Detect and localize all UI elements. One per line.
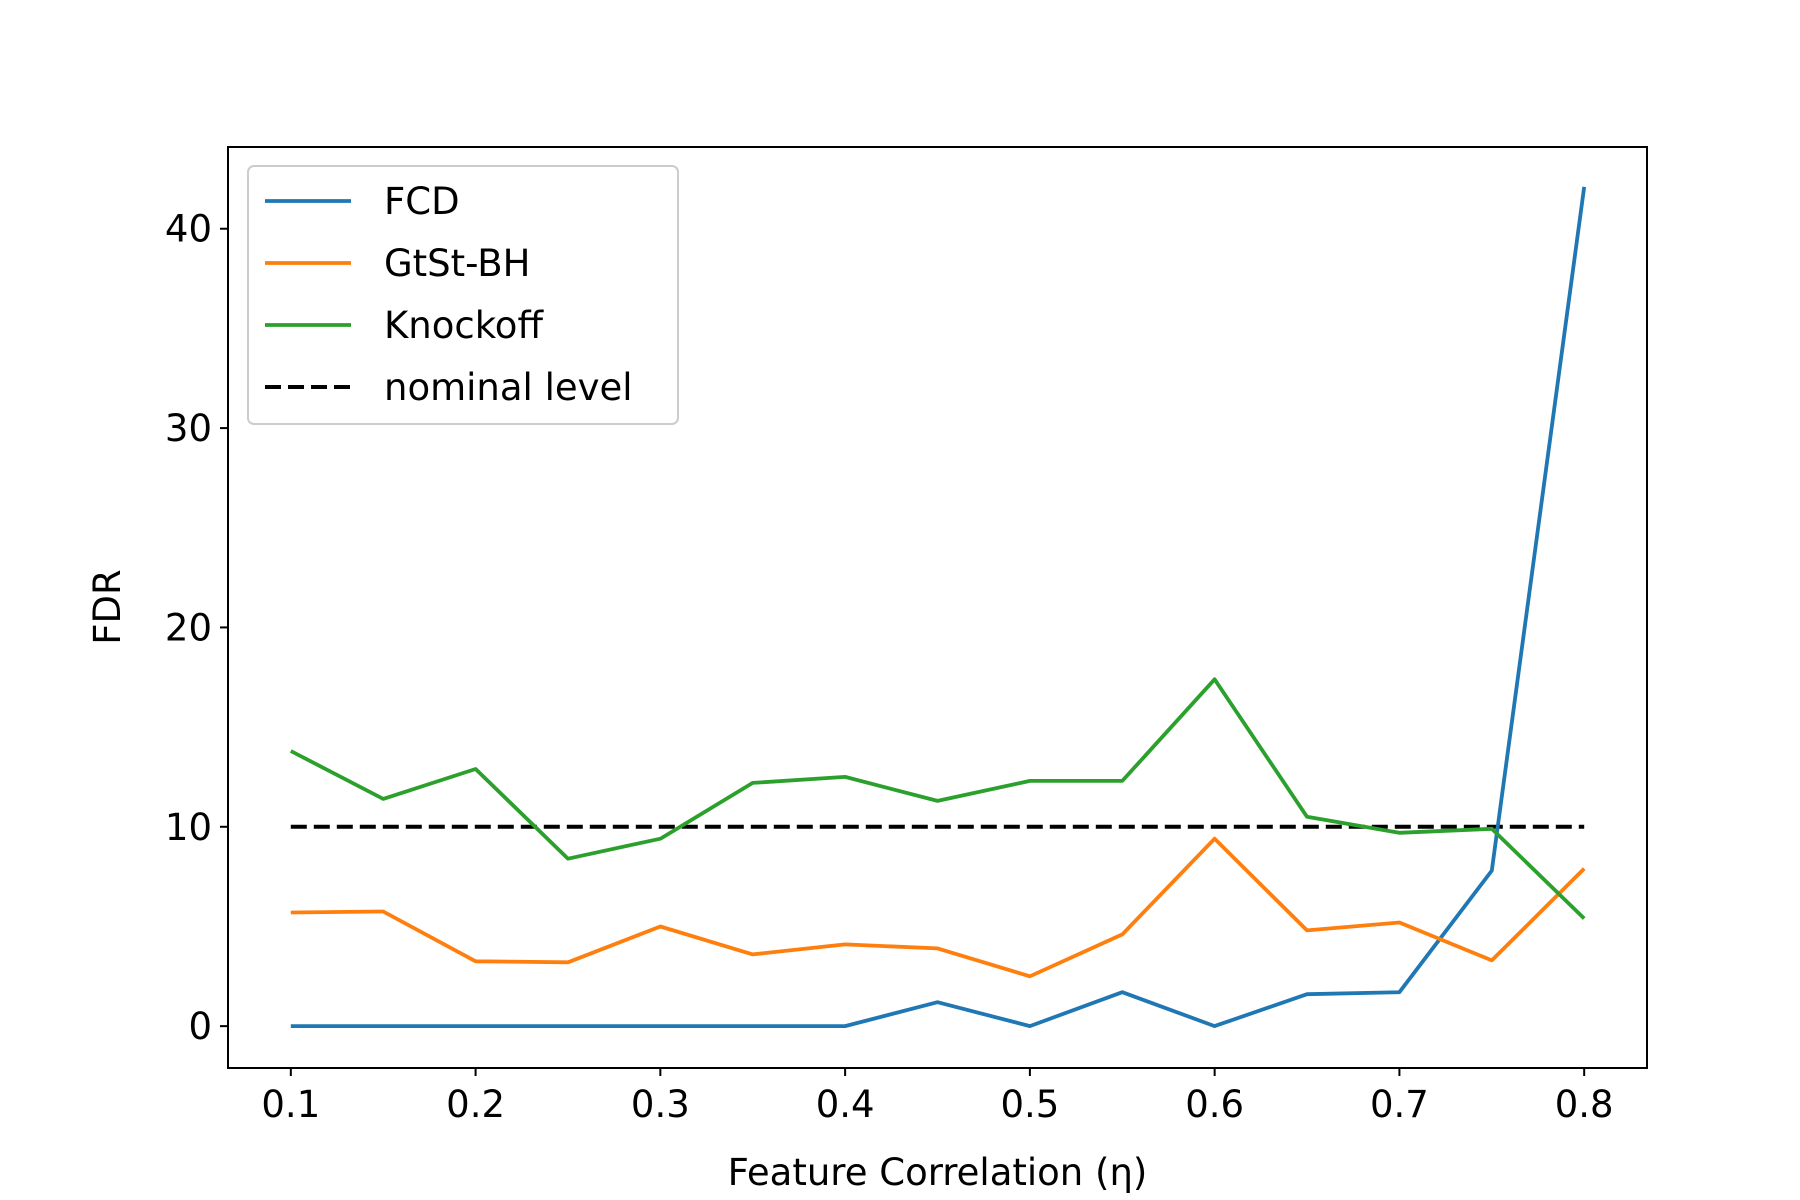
legend-box — [247, 165, 679, 425]
y-axis: 0 10 20 30 40 — [165, 208, 228, 1048]
x-tick-label: 0.1 — [261, 1083, 320, 1126]
x-tick-label: 0.2 — [446, 1083, 505, 1126]
y-tick-label: 10 — [165, 806, 212, 849]
legend-label-nominal-level: nominal level — [384, 366, 633, 409]
axes-frame — [227, 146, 1648, 1069]
legend-label-knockoff: Knockoff — [384, 304, 544, 347]
legend-label-gtst-bh: GtSt-BH — [384, 242, 530, 285]
x-tick-label: 0.8 — [1555, 1083, 1614, 1126]
x-tick-label: 0.5 — [1000, 1083, 1059, 1126]
series-line-fcd — [290, 186, 1587, 1028]
x-axis: 0.1 0.2 0.3 0.4 0.5 0.6 0.7 0.8 — [261, 1068, 1614, 1126]
y-axis-label: FDR — [86, 569, 129, 644]
legend-label-fcd: FCD — [384, 180, 460, 223]
plot-area — [289, 186, 1587, 1028]
x-tick-label: 0.4 — [816, 1083, 875, 1126]
y-tick-label: 0 — [188, 1005, 212, 1048]
series-line-knockoff — [289, 677, 1586, 920]
y-tick-label: 40 — [165, 208, 212, 251]
x-axis-label: Feature Correlation (η) — [728, 1151, 1148, 1194]
y-tick-label: 20 — [165, 606, 212, 649]
y-tick-label: 30 — [165, 407, 212, 450]
legend: FCD GtSt-BH Knockoff nominal level — [247, 165, 679, 425]
series-line-gtst-bh — [290, 836, 1586, 979]
x-tick-label: 0.6 — [1185, 1083, 1244, 1126]
x-tick-label: 0.3 — [631, 1083, 690, 1126]
x-tick-label: 0.7 — [1370, 1083, 1429, 1126]
